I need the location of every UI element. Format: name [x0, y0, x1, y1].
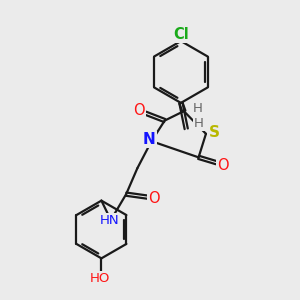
- Text: S: S: [209, 125, 220, 140]
- Text: HN: HN: [100, 214, 119, 227]
- Text: HO: HO: [90, 272, 110, 285]
- Text: O: O: [148, 191, 160, 206]
- Text: H: H: [193, 102, 203, 115]
- Text: H: H: [194, 117, 203, 130]
- Text: Cl: Cl: [173, 27, 189, 42]
- Text: N: N: [143, 132, 155, 147]
- Text: O: O: [133, 103, 145, 118]
- Text: O: O: [217, 158, 229, 172]
